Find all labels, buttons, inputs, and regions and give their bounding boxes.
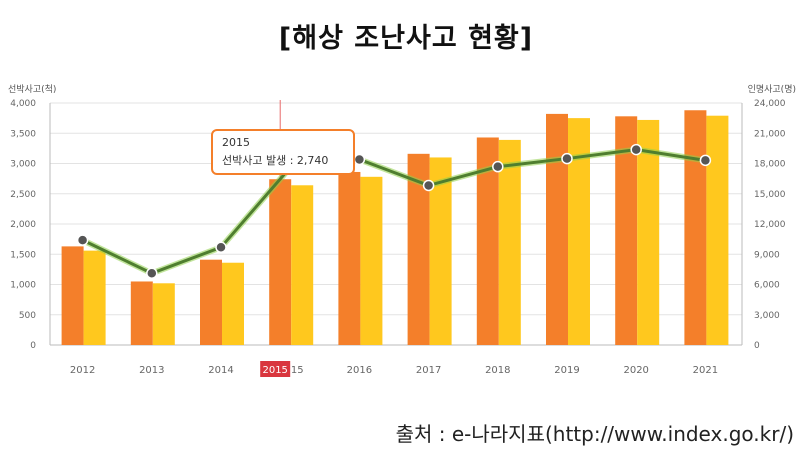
bar-yellow <box>360 176 383 345</box>
tooltip-box <box>211 129 355 175</box>
right-tick-label: 24,000 <box>754 99 786 109</box>
highlight-label-box <box>260 361 291 377</box>
bar-yellow <box>706 115 729 345</box>
line-point <box>76 234 89 246</box>
tooltip-year: 2015 <box>222 136 250 149</box>
right-tick-label: 21,000 <box>754 129 786 139</box>
x-tick-label: 2016 <box>347 365 372 376</box>
accident-chart: 0 500 1,000 1,500 2,000 2,500 3,000 3,500 4,000 0… <box>8 84 796 377</box>
line-point <box>146 267 158 280</box>
line-point <box>353 153 366 166</box>
x-tick-label: 2018 <box>485 365 510 376</box>
line-point <box>630 143 642 156</box>
bar-orange <box>407 153 430 345</box>
bar-orange <box>130 281 153 345</box>
bar-orange <box>615 116 638 345</box>
bar-yellow <box>222 262 244 345</box>
line-point <box>492 160 504 173</box>
right-tick-label: 18,000 <box>754 160 786 170</box>
bar-yellow <box>291 185 314 345</box>
left-tick-label: 3,000 <box>10 160 36 170</box>
x-tick-label: 2014 <box>208 365 233 376</box>
bar-yellow <box>83 250 106 345</box>
bar-yellow <box>152 283 175 345</box>
right-tick-label: 9,000 <box>754 250 780 260</box>
x-tick-label-highlight: 2015 <box>262 365 287 376</box>
bar-orange <box>338 171 361 345</box>
x-tick-label: 2012 <box>70 365 95 376</box>
tooltip-value: 선박사고 발생 : 2,740 <box>222 154 328 167</box>
left-tick-label: 2,500 <box>10 190 36 200</box>
line-series <box>81 148 706 275</box>
left-tick-label: 1,500 <box>10 250 36 260</box>
bar-yellow <box>637 119 660 345</box>
left-tick-label: 4,000 <box>10 99 36 109</box>
right-tick-label: 6,000 <box>754 281 780 291</box>
bar-orange <box>200 259 222 345</box>
x-tick-label: 2017 <box>416 365 441 376</box>
x-tick-label: 2021 <box>693 365 718 376</box>
left-tick-label: 500 <box>19 311 36 321</box>
source-text: 출처 : e-나라지표(http://www.index.go.kr/) <box>395 422 794 446</box>
left-axis-title: 선박사고(척) <box>8 84 56 95</box>
line-point <box>215 241 227 254</box>
bar-orange <box>61 246 84 345</box>
right-tick-label: 12,000 <box>754 220 786 230</box>
left-tick-label: 0 <box>30 341 36 351</box>
left-tick-label: 3,500 <box>10 129 36 139</box>
page-title: [해상 조난사고 현황] <box>278 23 534 54</box>
bar-orange <box>269 179 292 345</box>
bar-orange <box>684 110 707 345</box>
left-tick-label: 2,000 <box>10 220 36 230</box>
left-tick-label: 1,000 <box>10 281 36 291</box>
bar-yellow <box>498 139 521 345</box>
right-tick-label: 3,000 <box>754 311 780 321</box>
bar-orange <box>476 137 499 345</box>
right-axis-title: 인명사고(명) <box>748 84 796 95</box>
bar-orange <box>546 113 568 345</box>
x-tick-label: 2020 <box>623 365 648 376</box>
right-tick-label: 15,000 <box>754 190 786 200</box>
bar-yellow <box>568 118 590 345</box>
line-point <box>699 154 712 167</box>
x-tick-label: 2013 <box>139 365 164 376</box>
line-point <box>422 179 435 192</box>
right-tick-label: 0 <box>754 341 760 351</box>
line-point <box>561 152 573 165</box>
x-tick-label: 2019 <box>554 365 579 376</box>
bar-yellow <box>429 157 452 345</box>
x-tick-label-suffix: 15 <box>291 365 304 376</box>
